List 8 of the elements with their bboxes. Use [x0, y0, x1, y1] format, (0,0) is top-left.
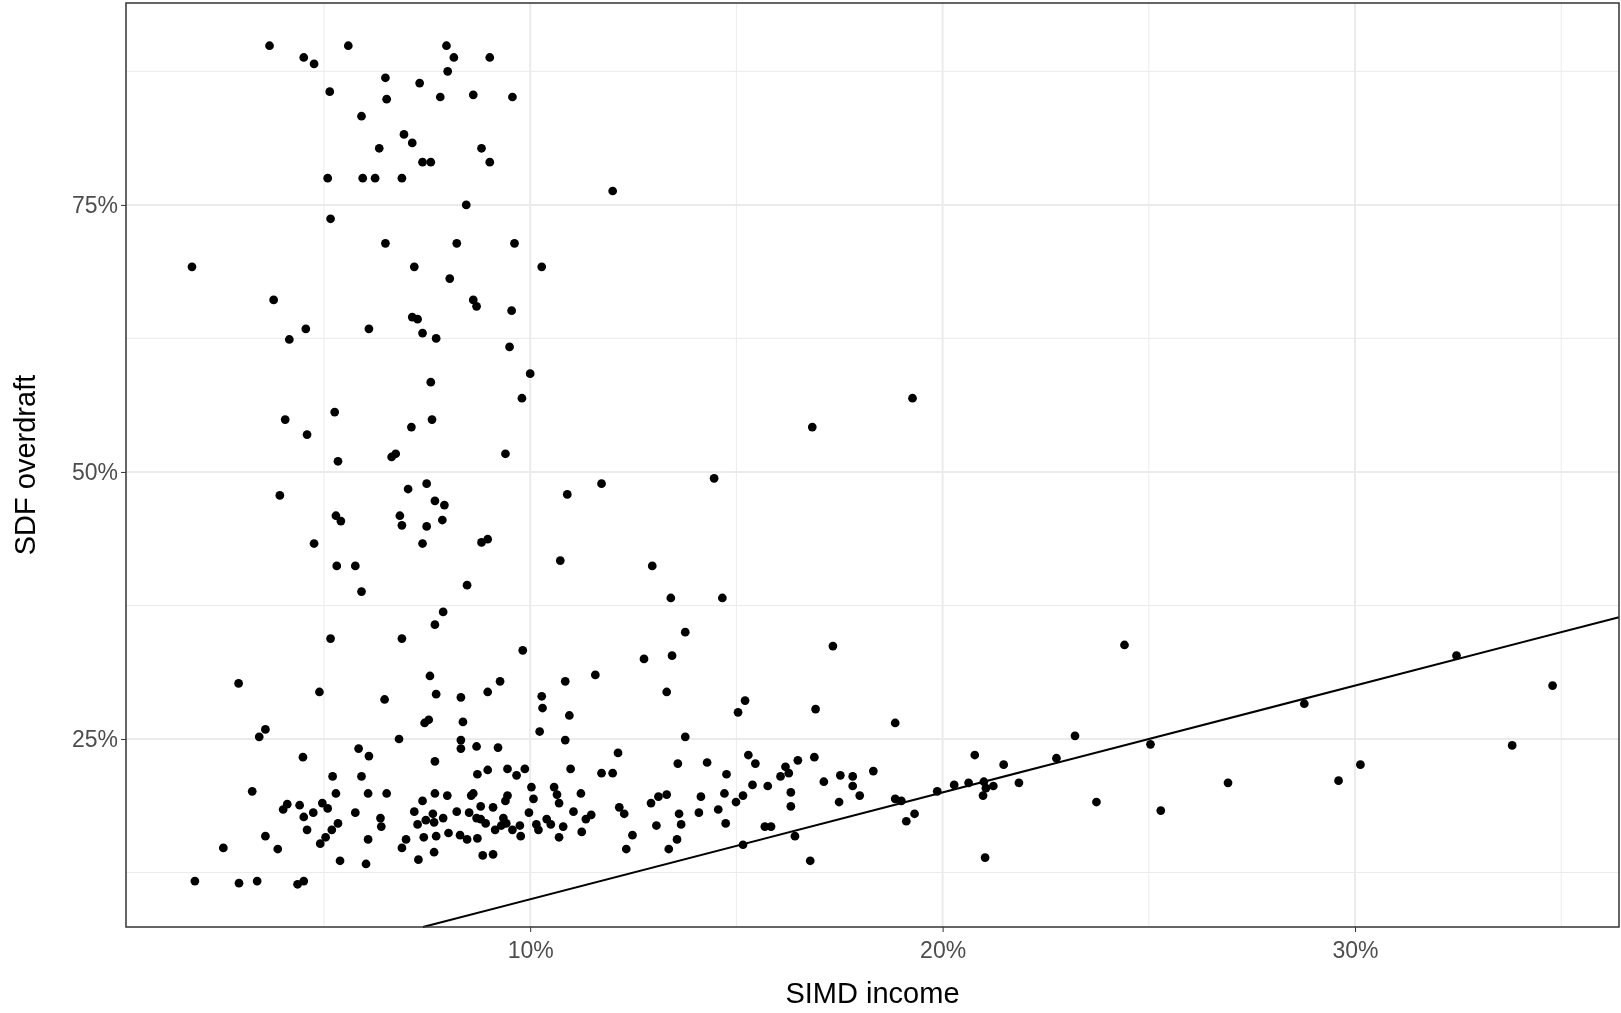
x-tick-label: 10% [507, 937, 554, 963]
x-axis-title: SIMD income [785, 977, 960, 1009]
y-axis-title: SDF overdraft [9, 374, 41, 556]
x-tick-label: 30% [1332, 937, 1379, 963]
x-tick-label: 20% [920, 937, 967, 963]
y-tick-label: 50% [71, 458, 118, 485]
y-tick-label: 75% [71, 191, 118, 218]
y-tick-label: 25% [71, 725, 118, 752]
